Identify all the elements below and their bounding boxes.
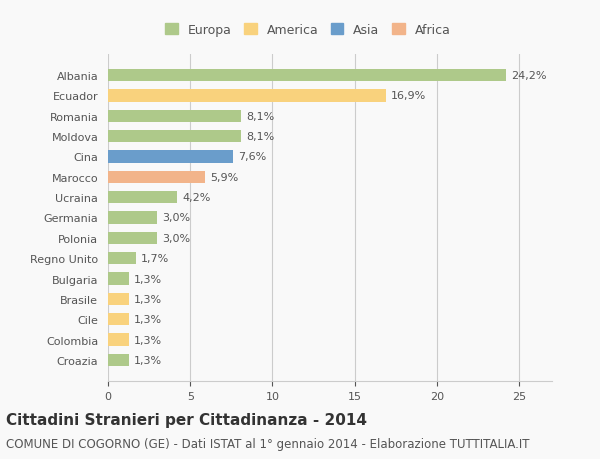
Text: 24,2%: 24,2%: [511, 71, 547, 81]
Legend: Europa, America, Asia, Africa: Europa, America, Asia, Africa: [160, 19, 455, 42]
Bar: [108, 273, 130, 285]
Bar: [108, 192, 177, 204]
Text: 1,3%: 1,3%: [134, 355, 163, 365]
Bar: [108, 151, 233, 163]
Bar: [108, 293, 130, 305]
Bar: [108, 111, 241, 123]
Text: 8,1%: 8,1%: [246, 112, 274, 122]
Bar: [108, 313, 130, 325]
Bar: [108, 212, 157, 224]
Text: 1,3%: 1,3%: [134, 314, 163, 325]
Text: 5,9%: 5,9%: [210, 173, 238, 182]
Text: 3,0%: 3,0%: [162, 233, 190, 243]
Bar: [108, 171, 205, 184]
Bar: [108, 90, 386, 102]
Text: COMUNE DI COGORNO (GE) - Dati ISTAT al 1° gennaio 2014 - Elaborazione TUTTITALIA: COMUNE DI COGORNO (GE) - Dati ISTAT al 1…: [6, 437, 530, 450]
Text: 1,3%: 1,3%: [134, 294, 163, 304]
Bar: [108, 232, 157, 244]
Bar: [108, 354, 130, 366]
Text: 8,1%: 8,1%: [246, 132, 274, 142]
Bar: [108, 131, 241, 143]
Bar: [108, 252, 136, 265]
Bar: [108, 70, 506, 82]
Text: Cittadini Stranieri per Cittadinanza - 2014: Cittadini Stranieri per Cittadinanza - 2…: [6, 412, 367, 427]
Text: 3,0%: 3,0%: [162, 213, 190, 223]
Text: 16,9%: 16,9%: [391, 91, 426, 101]
Text: 1,3%: 1,3%: [134, 274, 163, 284]
Text: 1,7%: 1,7%: [141, 254, 169, 263]
Text: 1,3%: 1,3%: [134, 335, 163, 345]
Text: 4,2%: 4,2%: [182, 193, 211, 203]
Bar: [108, 334, 130, 346]
Text: 7,6%: 7,6%: [238, 152, 266, 162]
